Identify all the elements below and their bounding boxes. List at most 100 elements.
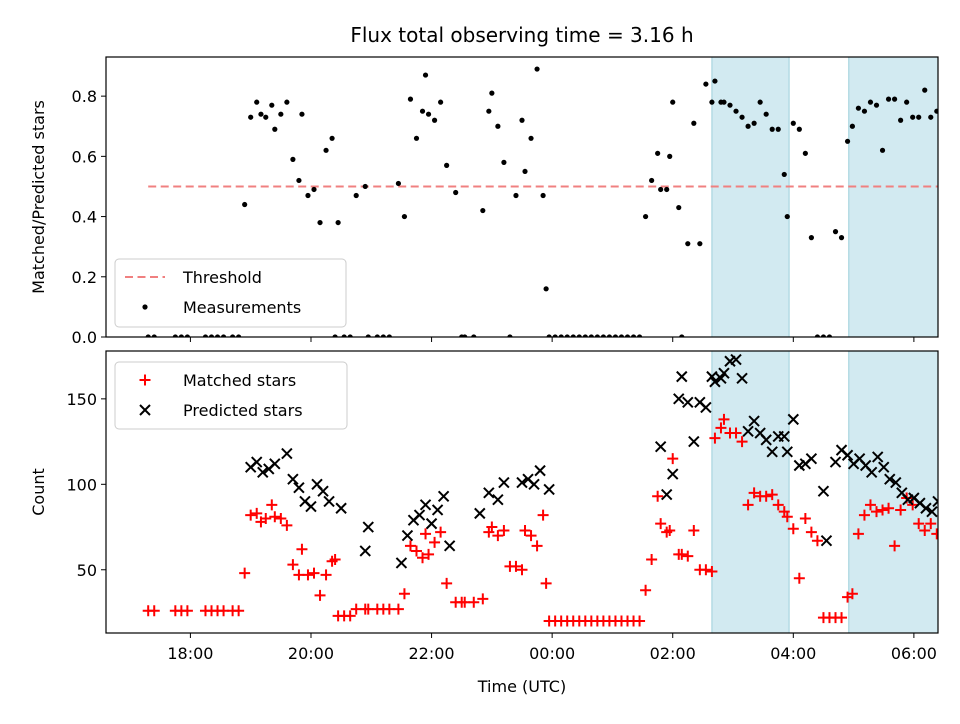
measurement-point — [764, 112, 769, 117]
measurement-point — [874, 103, 879, 108]
measurement-point — [248, 115, 253, 120]
measurement-point — [501, 160, 506, 165]
measurement-point — [453, 190, 458, 195]
measurement-point — [776, 127, 781, 132]
y-tick-label: 150 — [66, 390, 97, 409]
measurement-point — [916, 115, 921, 120]
x-tick-label: 22:00 — [409, 644, 455, 663]
measurement-point — [782, 172, 787, 177]
y-tick-label: 0.4 — [72, 208, 97, 227]
measurement-point — [904, 100, 909, 105]
measurement-point — [791, 121, 796, 126]
measurement-point — [396, 181, 401, 186]
measurement-point — [354, 193, 359, 198]
top-y-axis-label: Matched/Predicted stars — [29, 100, 48, 294]
measurement-point — [691, 121, 696, 126]
measurement-point — [486, 109, 491, 114]
measurement-point — [785, 214, 790, 219]
measurement-point — [323, 148, 328, 153]
measurement-point — [839, 235, 844, 240]
measurement-point — [299, 112, 304, 117]
x-axis-label: Time (UTC) — [477, 677, 566, 696]
measurement-point — [296, 178, 301, 183]
measurement-point — [649, 178, 654, 183]
measurement-point — [910, 115, 915, 120]
measurement-point — [408, 97, 413, 102]
x-tick-label: 00:00 — [529, 644, 575, 663]
legend-label: Threshold — [182, 268, 262, 287]
measurement-point — [862, 109, 867, 114]
measurement-point — [420, 109, 425, 114]
measurement-point — [643, 214, 648, 219]
measurement-point — [426, 112, 431, 117]
measurement-point — [676, 205, 681, 210]
y-tick-label: 50 — [77, 561, 97, 580]
measurement-point — [402, 214, 407, 219]
measurement-point — [495, 124, 500, 129]
measurement-point — [703, 81, 708, 86]
observing-window-1 — [712, 57, 789, 337]
measurement-point — [664, 187, 669, 192]
measurement-point — [534, 66, 539, 71]
measurement-point — [544, 286, 549, 291]
legend: Matched stars Predicted stars — [115, 362, 347, 429]
measurement-point — [898, 118, 903, 123]
measurement-point — [269, 103, 274, 108]
measurement-point — [685, 241, 690, 246]
measurement-point — [414, 136, 419, 141]
measurement-point — [423, 72, 428, 77]
measurement-point — [670, 100, 675, 105]
measurement-point — [254, 100, 259, 105]
y-tick-label: 0.0 — [72, 328, 97, 347]
measurement-point — [272, 127, 277, 132]
measurement-point — [658, 187, 663, 192]
measurement-point — [363, 184, 368, 189]
measurement-point — [541, 193, 546, 198]
measurement-point — [727, 103, 732, 108]
measurement-point — [833, 229, 838, 234]
measurement-point — [868, 100, 873, 105]
measurement-point — [928, 115, 933, 120]
measurement-point — [519, 118, 524, 123]
measurement-point — [336, 220, 341, 225]
measurement-point — [803, 151, 808, 156]
measurement-point — [697, 241, 702, 246]
measurement-point — [733, 109, 738, 114]
measurement-point — [528, 136, 533, 141]
measurement-point — [432, 118, 437, 123]
measurement-point — [290, 157, 295, 162]
y-tick-label: 0.2 — [72, 268, 97, 287]
measurement-point — [489, 91, 494, 96]
y-tick-label: 100 — [66, 475, 97, 494]
measurement-point — [263, 115, 268, 120]
measurement-point — [922, 88, 927, 93]
legend: Threshold Measurements — [115, 259, 346, 327]
legend-label: Matched stars — [183, 371, 296, 390]
measurement-point — [721, 100, 726, 105]
measurement-point — [522, 169, 527, 174]
x-tick-label: 04:00 — [770, 644, 816, 663]
measurement-point — [752, 121, 757, 126]
measurement-point — [284, 100, 289, 105]
legend-label: Predicted stars — [183, 401, 303, 420]
measurement-point — [850, 124, 855, 129]
y-tick-label: 0.8 — [72, 87, 97, 106]
measurement-point — [311, 187, 316, 192]
measurement-point — [709, 100, 714, 105]
measurement-point — [809, 235, 814, 240]
measurement-point — [745, 124, 750, 129]
measurement-point — [278, 112, 283, 117]
measurement-point — [305, 193, 310, 198]
measurement-point — [880, 148, 885, 153]
legend-measurement-swatch — [142, 304, 147, 309]
x-tick-label: 18:00 — [167, 644, 213, 663]
legend-label: Measurements — [183, 298, 301, 317]
x-tick-label: 06:00 — [891, 644, 937, 663]
measurement-point — [797, 127, 802, 132]
bottom-y-axis-label: Count — [29, 468, 48, 516]
measurement-point — [258, 112, 263, 117]
measurement-point — [438, 100, 443, 105]
x-tick-label: 02:00 — [650, 644, 696, 663]
